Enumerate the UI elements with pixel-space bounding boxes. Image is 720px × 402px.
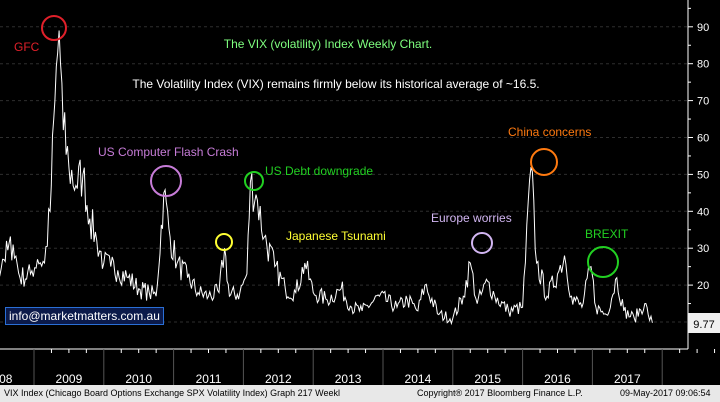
x-tick-label: 2008 <box>0 372 13 385</box>
x-axis: 2008 2009 2010 2011 2012 2013 2014 2015 2016 2017 <box>0 348 716 385</box>
email-link[interactable]: info@marketmatters.com.au <box>5 307 164 325</box>
grid-lines <box>0 26 688 323</box>
y-tick-label: 90 <box>697 22 709 34</box>
y-tick-label: 70 <box>697 96 709 108</box>
event-label: US Computer Flash Crash <box>98 145 239 159</box>
footer-copyright: Copyright® 2017 Bloomberg Finance L.P. <box>417 388 583 398</box>
event-circle <box>471 232 493 254</box>
x-tick-label: 2016 <box>544 372 571 385</box>
x-tick-label: 2012 <box>265 372 292 385</box>
footer-timestamp: 09-May-2017 09:06:54 <box>620 388 711 398</box>
last-value-label: 9.77 <box>693 319 714 331</box>
vix-chart: 102030405060708090 200820092010201120122… <box>0 0 720 385</box>
event-circle <box>41 15 67 41</box>
event-labels: GFC US Computer Flash Crash US Debt downgr… <box>14 40 629 243</box>
event-label: US Debt downgrade <box>265 164 373 178</box>
x-tick-label: 2009 <box>56 372 83 385</box>
event-circle <box>587 246 619 278</box>
status-footer: VIX Index (Chicago Board Options Exchang… <box>0 385 720 402</box>
event-circle <box>244 171 264 191</box>
event-label: Europe worries <box>431 211 512 225</box>
chart-background <box>0 0 720 385</box>
footer-source: VIX Index (Chicago Board Options Exchang… <box>4 388 341 398</box>
vix-series-line <box>0 30 653 326</box>
event-circle <box>150 165 182 197</box>
x-tick-label: 2014 <box>405 372 432 385</box>
chart-title: The VIX (volatility) Index Weekly Chart. <box>224 37 433 51</box>
y-axis: 102030405060708090 <box>687 0 709 349</box>
y-tick-label: 20 <box>697 280 709 292</box>
x-tick-label: 2011 <box>196 372 222 385</box>
event-markers <box>41 15 619 278</box>
chart-subtitle: The Volatility Index (VIX) remains firml… <box>132 77 539 91</box>
x-tick-label: 2013 <box>335 372 362 385</box>
y-tick-label: 30 <box>697 243 709 255</box>
event-label: BREXIT <box>585 227 629 241</box>
y-tick-label: 60 <box>697 133 709 145</box>
y-tick-label: 80 <box>697 59 709 71</box>
x-tick-label: 2010 <box>125 372 152 385</box>
last-value-tag: 9.77 <box>688 313 720 333</box>
x-tick-label: 2017 <box>614 372 641 385</box>
event-circle <box>215 233 233 251</box>
x-tick-label: 2015 <box>474 372 501 385</box>
event-circle <box>530 148 558 176</box>
y-tick-label: 40 <box>697 206 709 218</box>
last-value-box <box>688 313 720 333</box>
event-label: China concerns <box>508 125 591 139</box>
y-tick-label: 50 <box>697 169 709 181</box>
event-label: Japanese Tsunami <box>286 229 386 243</box>
event-label: GFC <box>14 40 40 54</box>
